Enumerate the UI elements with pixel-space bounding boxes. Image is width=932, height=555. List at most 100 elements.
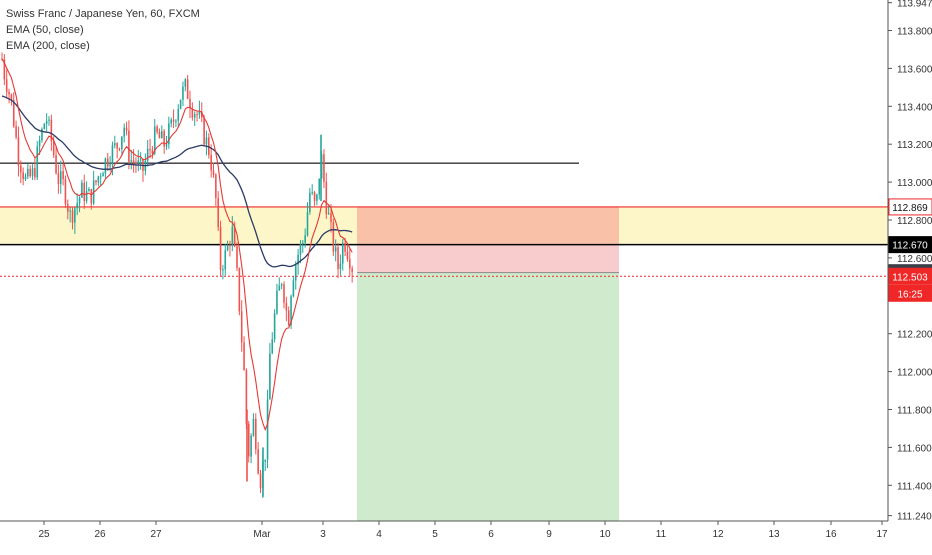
- price-tag: 112.503: [888, 267, 932, 285]
- price-tag-label: 16:25: [897, 289, 922, 300]
- candle-body: [217, 197, 219, 228]
- y-tick-label: 111.400: [897, 481, 932, 492]
- candle-body: [323, 154, 325, 182]
- candle-body: [52, 141, 55, 155]
- ema50-line: [1, 58, 353, 432]
- candle-body: [177, 108, 180, 121]
- candle-body: [212, 170, 215, 175]
- price-tag: 16:25: [888, 284, 932, 302]
- candle-body: [290, 296, 292, 326]
- candle-body: [158, 132, 161, 139]
- candle-body: [236, 246, 238, 269]
- candle-body: [170, 119, 172, 124]
- candle-body: [264, 459, 266, 462]
- candle-body: [233, 226, 236, 247]
- candle-body: [27, 168, 29, 177]
- candle-body: [215, 174, 217, 198]
- candle-body: [189, 98, 191, 109]
- candle-body: [48, 119, 50, 121]
- candle-body: [149, 148, 151, 151]
- candle-body: [252, 418, 255, 436]
- candle-body: [210, 154, 212, 171]
- candle-body: [208, 137, 210, 155]
- candle-body: [182, 86, 184, 100]
- candle-body: [109, 164, 111, 167]
- candle-body: [205, 137, 208, 145]
- candle-body: [55, 154, 57, 174]
- candle-body: [330, 213, 332, 223]
- stop-zone-lower: [357, 244, 619, 273]
- price-tag: 112.869: [888, 198, 932, 216]
- candle-body: [243, 342, 245, 371]
- candle-body: [163, 131, 165, 147]
- candle-body: [255, 418, 257, 450]
- x-tick-label: 11: [656, 529, 667, 540]
- candle-body: [332, 222, 335, 252]
- candle-body: [123, 127, 125, 137]
- candle-body: [222, 269, 224, 271]
- stop-zone: [357, 206, 619, 245]
- y-tick-label: 112.200: [897, 330, 932, 341]
- candle-body: [3, 59, 6, 80]
- candle-body: [130, 160, 133, 162]
- x-tick-label: 4: [376, 529, 382, 540]
- candle-body: [327, 213, 330, 215]
- price-tag-box: [888, 198, 932, 216]
- x-tick-label: Mar: [253, 529, 271, 540]
- candle-body: [285, 302, 288, 311]
- candle-body: [179, 99, 182, 109]
- candle-body: [15, 126, 17, 138]
- candle-body: [76, 203, 78, 209]
- candle-body: [132, 160, 135, 163]
- y-tick-label: 111.800: [897, 406, 932, 417]
- x-tick-label: 13: [768, 529, 780, 540]
- candle-body: [341, 242, 344, 264]
- x-tick-label: 12: [712, 529, 724, 540]
- ema200-line: [1, 95, 353, 268]
- price-tag-label: 112.670: [892, 241, 928, 252]
- candle-body: [59, 171, 62, 185]
- candle-body: [304, 235, 306, 243]
- price-tag-label: 112.503: [892, 272, 928, 283]
- x-tick-label: 17: [876, 529, 888, 540]
- candle-body: [88, 188, 90, 192]
- y-tick-label: 113.600: [897, 64, 932, 75]
- candle-body: [121, 136, 123, 149]
- candle-body: [81, 182, 83, 198]
- candle-body: [346, 251, 349, 260]
- price-tag-label: 112.869: [892, 203, 928, 214]
- candle-body: [175, 120, 177, 122]
- candle-body: [156, 126, 158, 133]
- y-tick-label: 112.800: [897, 216, 932, 227]
- candle-body: [90, 188, 93, 204]
- candle-body: [17, 137, 20, 166]
- price-tag-box: [888, 284, 932, 302]
- candle-body: [83, 182, 86, 202]
- candle-body: [226, 245, 229, 251]
- candle-body: [302, 242, 304, 245]
- y-tick-label: 112.000: [897, 368, 932, 379]
- y-tick-label: 113.400: [897, 102, 932, 113]
- x-tick-label: 5: [432, 529, 438, 540]
- target-zone: [357, 272, 619, 521]
- candle-body: [339, 263, 342, 270]
- y-tick-label: 112.600: [897, 254, 932, 265]
- candle-body: [240, 311, 243, 343]
- x-tick-label: 16: [825, 529, 837, 540]
- candle-body: [273, 313, 276, 340]
- candle-body: [278, 285, 281, 291]
- candle-body: [74, 208, 76, 223]
- candle-body: [5, 79, 8, 93]
- candle-body: [311, 192, 313, 194]
- candle-body: [351, 268, 353, 272]
- candle-body: [128, 130, 130, 162]
- candle-body: [349, 259, 351, 269]
- candle-body: [325, 181, 328, 214]
- candle-body: [36, 146, 39, 178]
- candle-body: [198, 111, 201, 115]
- candle-body: [20, 165, 22, 173]
- candle-body: [196, 114, 198, 116]
- candle-body: [104, 158, 107, 174]
